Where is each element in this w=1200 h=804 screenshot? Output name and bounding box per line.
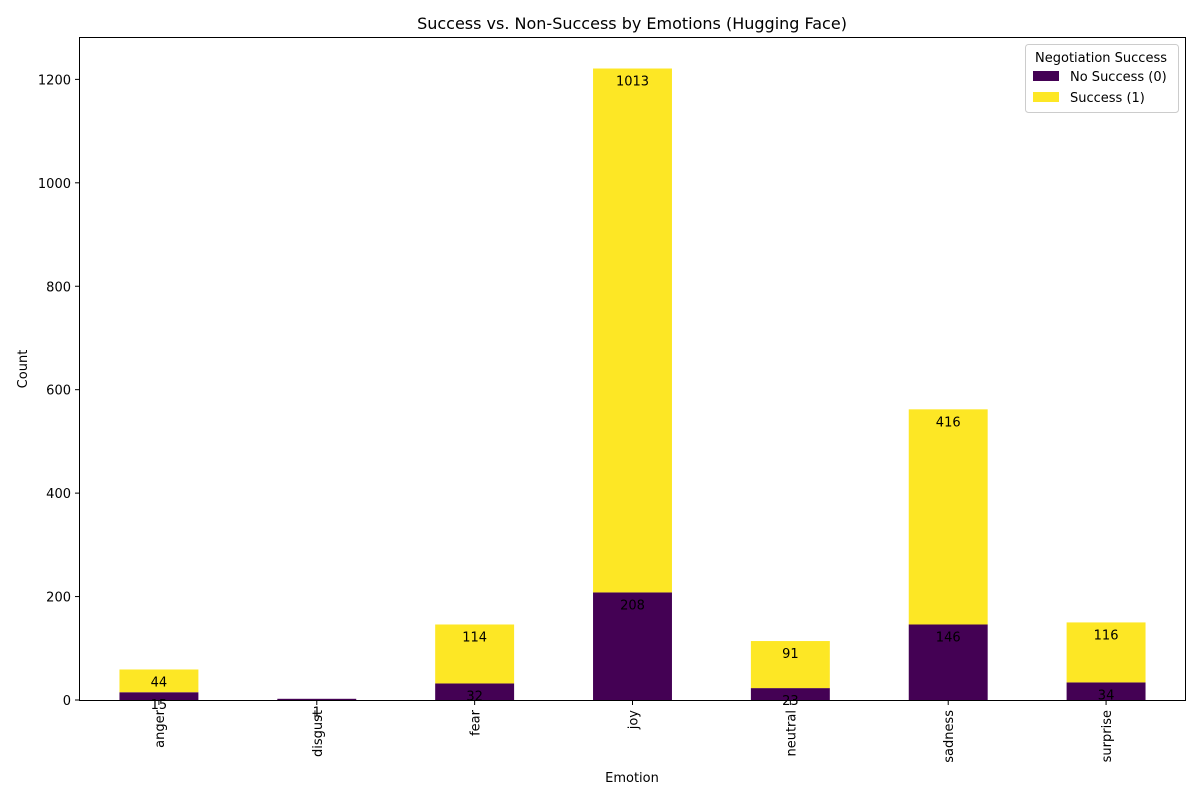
bar-fear-success — [435, 624, 515, 684]
x-tick-label-disgust: disgust — [311, 710, 326, 757]
bar-surprise-success — [1066, 622, 1146, 683]
bar-surprise-no-success — [1066, 682, 1146, 700]
bar-neutral-success — [750, 641, 830, 689]
bars-layer — [119, 68, 1146, 700]
x-axis: anger disgust fear joy neutral sadness surpris… — [153, 700, 1115, 763]
x-tick-label-joy: joy — [627, 710, 642, 731]
data-label-joy-success: 1013 — [616, 75, 649, 90]
legend-label-success: Success (1) — [1070, 91, 1145, 106]
data-label-surprise-success: 116 — [1094, 628, 1119, 643]
x-tick-label-neutral: neutral — [784, 710, 799, 757]
legend-label-no-success: No Success (0) — [1070, 70, 1167, 85]
legend: Negotiation Success No Success (0) Succe… — [1025, 44, 1179, 113]
y-axis: 0 200 400 600 800 1000 1200 — [38, 73, 80, 709]
data-label-joy-no-success: 208 — [620, 598, 645, 613]
y-tick-label: 400 — [46, 487, 71, 502]
legend-swatch-no-success — [1033, 71, 1059, 81]
data-label-fear-success: 114 — [462, 630, 487, 645]
chart-title: Success vs. Non-Success by Emotions (Hug… — [417, 14, 847, 33]
y-tick-label: 0 — [63, 694, 71, 709]
x-tick-label-surprise: surprise — [1100, 710, 1115, 762]
data-label-anger-success: 44 — [151, 675, 168, 690]
bar-sadness-no-success — [908, 624, 988, 700]
y-axis-title: Count — [16, 350, 31, 389]
bar-disgust-no-success — [277, 698, 357, 700]
bar-anger-success — [119, 669, 199, 693]
y-tick-label: 1200 — [38, 73, 71, 88]
bar-fear-no-success — [435, 683, 515, 700]
y-tick-label: 600 — [46, 384, 71, 399]
bar-joy-success — [593, 68, 672, 593]
y-tick-label: 200 — [46, 591, 71, 606]
bar-joy-no-success — [593, 592, 672, 700]
legend-box — [1025, 44, 1179, 113]
x-tick-label-anger: anger — [153, 709, 168, 747]
data-label-sadness-success: 416 — [936, 415, 961, 430]
data-label-surprise-no-success: 34 — [1098, 688, 1115, 703]
data-label-anger-no-success: 15 — [151, 698, 168, 713]
y-tick-label: 1000 — [38, 177, 71, 192]
bar-neutral-no-success — [750, 688, 830, 700]
x-axis-title: Emotion — [605, 771, 659, 786]
bar-anger-no-success — [119, 692, 199, 700]
legend-swatch-success — [1033, 92, 1059, 102]
x-tick-label-fear: fear — [469, 709, 484, 736]
data-label-disgust-no-success: 1 — [313, 705, 321, 720]
bar-sadness-success — [908, 409, 988, 625]
data-label-sadness-no-success: 146 — [936, 630, 961, 645]
y-tick-label: 800 — [46, 280, 71, 295]
data-label-neutral-success: 91 — [782, 647, 799, 662]
x-tick-label-sadness: sadness — [942, 710, 957, 763]
legend-title: Negotiation Success — [1035, 51, 1167, 66]
